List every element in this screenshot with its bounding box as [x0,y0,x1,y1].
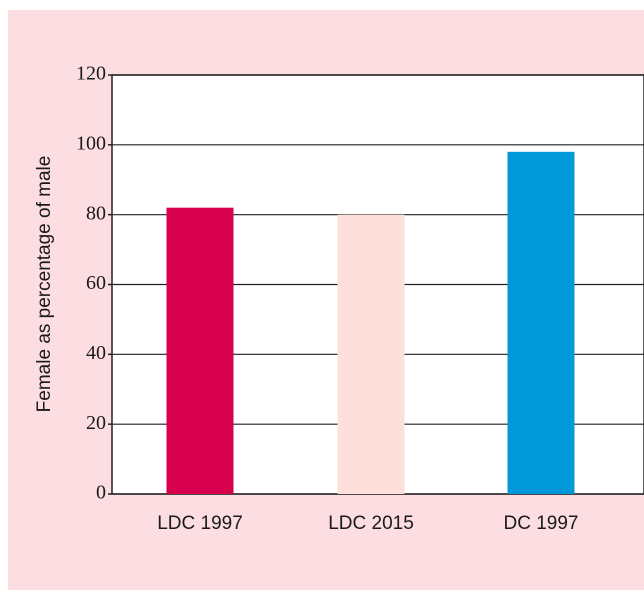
y-tick-label: 0 [96,482,106,504]
y-tick-label: 120 [76,63,106,85]
bar [337,214,405,494]
bar [507,151,575,495]
y-tick-label: 20 [86,412,106,434]
y-tick-label: 80 [86,202,106,224]
bar [166,207,234,494]
y-tick-label: 40 [86,342,106,364]
x-tick-label: DC 1997 [504,513,579,534]
x-tick-label: LDC 2015 [328,513,414,534]
y-tick-label: 60 [86,272,106,294]
x-tick-label: LDC 1997 [157,513,243,534]
y-axis-label: Female as percentage of male [34,156,55,413]
y-tick-label: 100 [76,132,106,154]
